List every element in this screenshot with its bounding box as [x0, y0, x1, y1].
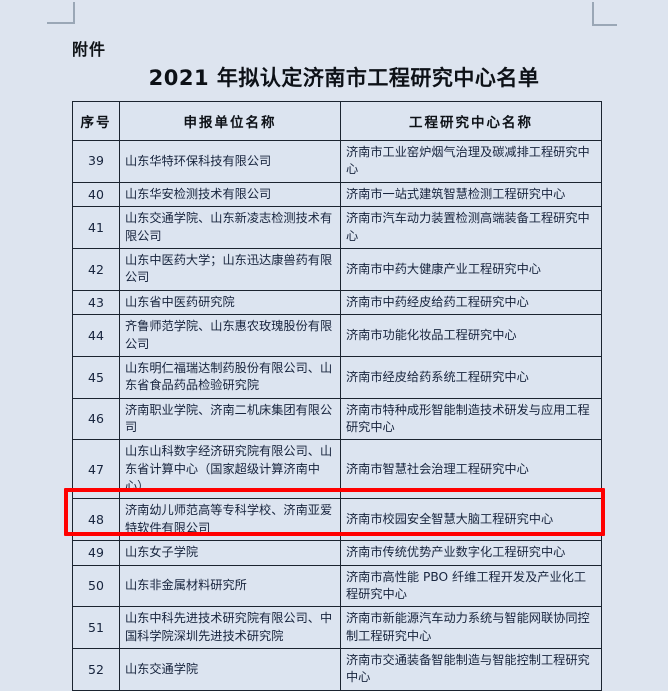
cell-no: 44 — [72, 314, 120, 358]
cell-applicant-unit: 济南幼儿师范高等专科学校、济南亚爱特软件有限公司 — [119, 498, 341, 542]
cell-no: 39 — [72, 140, 120, 183]
cell-center-name: 济南市汽车动力装置检测高端装备工程研究中心 — [340, 206, 602, 250]
column-header-unit: 申报单位名称 — [119, 101, 341, 141]
cell-no: 41 — [72, 206, 120, 250]
cell-no: 52 — [72, 648, 120, 691]
cell-no: 43 — [72, 289, 120, 316]
column-header-no: 序号 — [72, 101, 120, 141]
attachment-label: 附件 — [72, 40, 107, 59]
crop-mark-top-right-horizontal — [592, 24, 617, 26]
cell-applicant-unit: 山东华特环保科技有限公司 — [119, 140, 341, 183]
cell-center-name: 济南市特种成形智能制造技术研发与应用工程研究中心 — [340, 397, 602, 441]
cell-center-name: 济南市传统优势产业数字化工程研究中心 — [340, 540, 602, 566]
crop-mark-top-right-vertical — [592, 2, 594, 26]
table-row: 40 山东华安检测技术有限公司 济南市一站式建筑智慧检测工程研究中心 — [72, 181, 602, 208]
crop-mark-top-left — [47, 2, 75, 24]
crop-mark-top-right — [592, 2, 617, 26]
cell-no: 49 — [72, 540, 120, 566]
cell-applicant-unit: 山东交通学院、山东新凌志检测技术有限公司 — [119, 206, 341, 250]
cell-center-name: 济南市中药经皮给药工程研究中心 — [340, 289, 602, 316]
cell-applicant-unit: 山东女子学院 — [119, 540, 341, 566]
table-header-row: 序号 申报单位名称 工程研究中心名称 — [72, 101, 602, 141]
table-body: 39 山东华特环保科技有限公司 济南市工业窑炉烟气治理及碳减排工程研究中心 40 山东华… — [72, 140, 602, 691]
cell-center-name: 济南市功能化妆品工程研究中心 — [340, 314, 602, 358]
table-row: 48 济南幼儿师范高等专科学校、济南亚爱特软件有限公司 济南市校园安全智慧大脑工程研… — [72, 498, 602, 542]
cell-no: 45 — [72, 356, 120, 399]
cell-applicant-unit: 山东省中医药研究院 — [119, 289, 341, 316]
cell-no: 47 — [72, 439, 120, 500]
table-row: 52 山东交通学院 济南市交通装备智能制造与智能控制工程研究中心 — [72, 648, 602, 691]
cell-center-name: 济南市中药大健康产业工程研究中心 — [340, 248, 602, 291]
table-row: 41 山东交通学院、山东新凌志检测技术有限公司 济南市汽车动力装置检测高端装备工程研… — [72, 206, 602, 250]
table-row: 50 山东非金属材料研究所 济南市高性能 PBO 纤维工程开发及产业化工程研究中心 — [72, 564, 602, 608]
engineering-research-center-table: 序号 申报单位名称 工程研究中心名称 39 山东华特环保科技有限公司 济南市工业窑炉… — [72, 101, 602, 691]
table-row: 39 山东华特环保科技有限公司 济南市工业窑炉烟气治理及碳减排工程研究中心 — [72, 140, 602, 183]
table-row: 46 济南职业学院、济南二机床集团有限公司 济南市特种成形智能制造技术研发与应用工程… — [72, 397, 602, 441]
cell-applicant-unit: 齐鲁师范学院、山东惠农玫瑰股份有限公司 — [119, 314, 341, 358]
cell-no: 50 — [72, 564, 120, 608]
table-row: 43 山东省中医药研究院 济南市中药经皮给药工程研究中心 — [72, 289, 602, 316]
cell-applicant-unit: 山东非金属材料研究所 — [119, 564, 341, 608]
table-row: 47 山东山科数字经济研究院有限公司、山东省计算中心（国家超级计算济南中心） 济南市… — [72, 439, 602, 500]
cell-center-name: 济南市智慧社会治理工程研究中心 — [340, 439, 602, 500]
cell-no: 48 — [72, 498, 120, 542]
cell-applicant-unit: 山东中科先进技术研究院有限公司、中国科学院深圳先进技术研究院 — [119, 606, 341, 650]
cell-applicant-unit: 山东山科数字经济研究院有限公司、山东省计算中心（国家超级计算济南中心） — [119, 439, 341, 500]
crop-mark-top-left-vertical — [73, 2, 75, 24]
page-title: 2021 年拟认定济南市工程研究中心名单 — [148, 66, 540, 90]
cell-center-name: 济南市新能源汽车动力系统与智能网联协同控制工程研究中心 — [340, 606, 602, 650]
table-row: 42 山东中医药大学；山东迅达康兽药有限公司 济南市中药大健康产业工程研究中心 — [72, 248, 602, 291]
cell-applicant-unit: 山东明仁福瑞达制药股份有限公司、山东省食品药品检验研究院 — [119, 356, 341, 399]
cell-applicant-unit: 山东交通学院 — [119, 648, 341, 691]
table-row: 51 山东中科先进技术研究院有限公司、中国科学院深圳先进技术研究院 济南市新能源汽车… — [72, 606, 602, 650]
cell-applicant-unit: 济南职业学院、济南二机床集团有限公司 — [119, 397, 341, 441]
table-header: 序号 申报单位名称 工程研究中心名称 — [72, 101, 602, 141]
column-header-center: 工程研究中心名称 — [340, 101, 602, 141]
table-row: 44 齐鲁师范学院、山东惠农玫瑰股份有限公司 济南市功能化妆品工程研究中心 — [72, 314, 602, 358]
cell-applicant-unit: 山东华安检测技术有限公司 — [119, 181, 341, 208]
table-row: 49 山东女子学院 济南市传统优势产业数字化工程研究中心 — [72, 540, 602, 566]
cell-no: 42 — [72, 248, 120, 291]
cell-center-name: 济南市校园安全智慧大脑工程研究中心 — [340, 498, 602, 542]
cell-center-name: 济南市一站式建筑智慧检测工程研究中心 — [340, 181, 602, 208]
table-row: 45 山东明仁福瑞达制药股份有限公司、山东省食品药品检验研究院 济南市经皮给药系统工… — [72, 356, 602, 399]
cell-center-name: 济南市经皮给药系统工程研究中心 — [340, 356, 602, 399]
cell-no: 46 — [72, 397, 120, 441]
cell-center-name: 济南市工业窑炉烟气治理及碳减排工程研究中心 — [340, 140, 602, 183]
cell-center-name: 济南市高性能 PBO 纤维工程开发及产业化工程研究中心 — [340, 564, 602, 608]
crop-mark-top-left-horizontal — [47, 22, 75, 24]
cell-no: 51 — [72, 606, 120, 650]
cell-center-name: 济南市交通装备智能制造与智能控制工程研究中心 — [340, 648, 602, 691]
cell-applicant-unit: 山东中医药大学；山东迅达康兽药有限公司 — [119, 248, 341, 291]
cell-no: 40 — [72, 181, 120, 208]
